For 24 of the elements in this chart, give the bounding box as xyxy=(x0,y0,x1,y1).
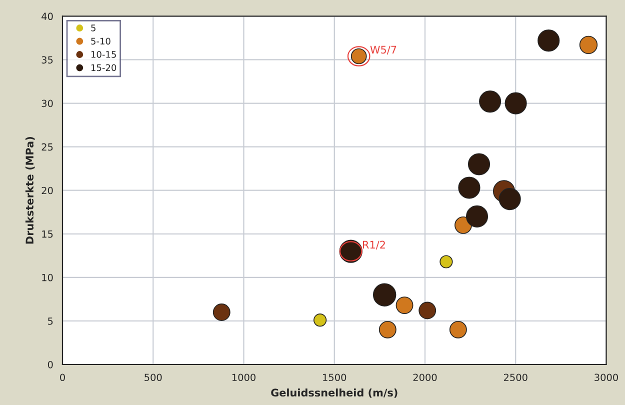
y-tick-label: 40 xyxy=(42,12,53,20)
x-tick-label: 3000 xyxy=(594,374,618,382)
y-tick-label: 35 xyxy=(42,56,53,64)
x-tick-label: 500 xyxy=(144,374,162,382)
y-axis-title: Druksterkte (MPa) xyxy=(25,137,35,244)
legend-label: 5 xyxy=(91,24,96,32)
x-tick-label: 2500 xyxy=(504,374,528,382)
y-tick-label: 15 xyxy=(42,230,53,238)
legend-label: 10-15 xyxy=(91,50,116,58)
y-tick-label: 30 xyxy=(42,100,53,108)
y-tick-label: 20 xyxy=(42,186,53,194)
legend-label: 15-20 xyxy=(91,64,116,72)
x-tick-label: 1000 xyxy=(232,374,256,382)
x-axis-title: Geluidssnelheid (m/s) xyxy=(271,388,398,398)
x-tick-label: 2000 xyxy=(413,374,437,382)
y-tick-label: 0 xyxy=(48,360,53,368)
x-tick-label: 0 xyxy=(60,374,65,382)
x-tick-label: 1500 xyxy=(323,374,346,382)
annotation: W5/7 xyxy=(370,46,396,54)
legend-label: 5-10 xyxy=(91,38,110,45)
annotation: R1/2 xyxy=(363,240,385,250)
y-tick-label: 10 xyxy=(42,274,53,282)
y-tick-label: 25 xyxy=(42,143,53,151)
y-tick-label: 5 xyxy=(48,318,53,325)
